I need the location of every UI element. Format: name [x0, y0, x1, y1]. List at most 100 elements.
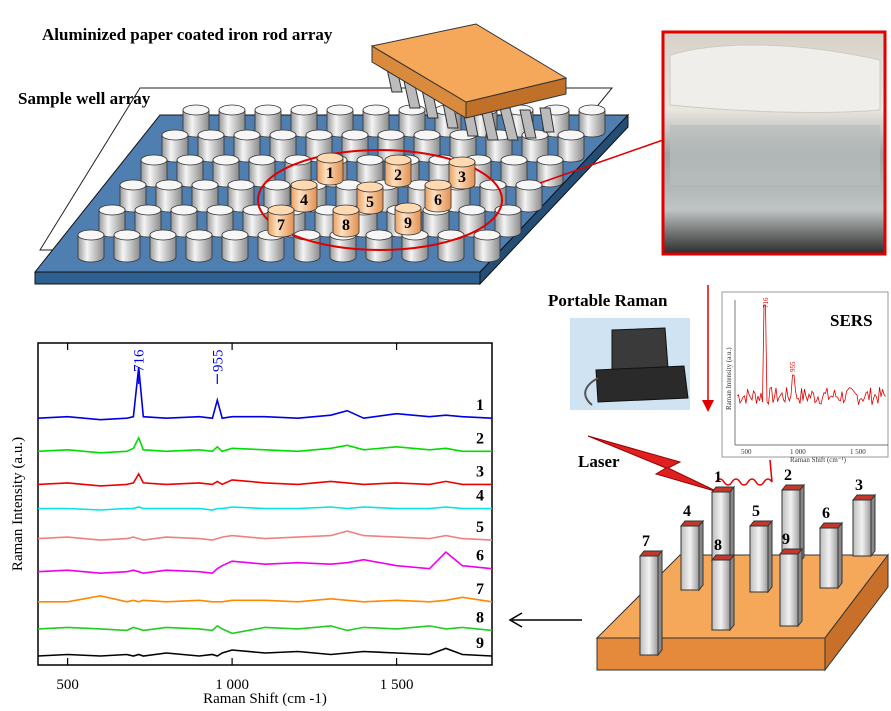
well-top: [186, 230, 212, 240]
rod-number: 5: [752, 503, 760, 520]
rod-cap: [712, 487, 734, 492]
well-top: [219, 105, 245, 115]
well-top: [192, 180, 218, 190]
well-top: [385, 155, 411, 165]
rod-cap: [681, 521, 703, 526]
rod: [640, 556, 658, 655]
well-top: [306, 130, 332, 140]
annotation: 955: [210, 350, 226, 373]
plot-frame: [38, 343, 492, 665]
well-top: [333, 205, 359, 215]
series-label: 9: [476, 635, 484, 652]
well-top: [228, 180, 254, 190]
series-label: 2: [476, 430, 484, 447]
inset-x-tick: 1 500: [850, 448, 866, 456]
plate-front: [35, 272, 480, 284]
well-top: [171, 205, 197, 215]
rod: [712, 560, 730, 630]
well-top: [291, 105, 317, 115]
well-top: [156, 180, 182, 190]
well-array-label: Sample well array: [18, 89, 151, 108]
series-label: 5: [476, 519, 484, 536]
device-screen: [612, 328, 668, 370]
well-top: [357, 155, 383, 165]
well-top: [243, 205, 269, 215]
rod-cap: [780, 549, 802, 554]
rod: [681, 526, 699, 590]
well-top: [414, 130, 440, 140]
series-label: 1: [476, 397, 484, 414]
well-top: [425, 180, 451, 190]
well-number: 5: [366, 194, 374, 211]
rod-side: [798, 549, 802, 626]
well-top: [207, 205, 233, 215]
series-label: 4: [476, 488, 484, 505]
rod-side: [730, 555, 734, 630]
well-top: [150, 230, 176, 240]
well-top: [234, 130, 260, 140]
x-axis-label: Raman Shift (cm -1): [203, 691, 327, 707]
well-top: [177, 155, 203, 165]
series-label: 3: [476, 463, 484, 480]
well-top: [366, 230, 392, 240]
well-top: [141, 155, 167, 165]
inset-y-label: Raman Intensity (a.u.): [725, 347, 733, 410]
rod-side: [871, 495, 875, 556]
inset-x-label: Raman Shift (cm⁻¹): [790, 456, 847, 464]
well-top: [249, 155, 275, 165]
well-top: [317, 153, 343, 163]
well-number: 6: [434, 192, 442, 209]
series-label: 6: [476, 548, 484, 565]
well-number: 9: [404, 215, 412, 232]
well-number: 7: [277, 217, 285, 234]
well-top: [501, 155, 527, 165]
inset-x-tick: 1 000: [790, 448, 806, 456]
well-top: [363, 105, 389, 115]
well-top: [99, 205, 125, 215]
well-top: [183, 105, 209, 115]
series-label: 8: [476, 609, 484, 626]
sers-label: SERS: [830, 311, 873, 330]
photo-plate: [670, 125, 880, 185]
well-top: [459, 205, 485, 215]
well-top: [198, 130, 224, 140]
rod: [820, 528, 838, 588]
well-top: [327, 105, 353, 115]
well-top: [222, 230, 248, 240]
device-case: [596, 366, 688, 402]
arrow-head: [702, 400, 714, 412]
rod-side: [768, 521, 772, 592]
well-top: [342, 130, 368, 140]
rod-array-label: Aluminized paper coated iron rod array: [42, 25, 333, 44]
x-tick-label: 1 500: [380, 677, 414, 693]
rod-cap: [820, 523, 842, 528]
well-top: [114, 230, 140, 240]
annotation: 716: [132, 349, 148, 372]
rod-number: 9: [782, 531, 790, 548]
series-label: 7: [476, 581, 484, 598]
well-top: [135, 205, 161, 215]
well-top: [474, 230, 500, 240]
rod-cap: [712, 555, 734, 560]
rod: [853, 500, 871, 556]
rod-cap: [750, 521, 772, 526]
rod-side: [699, 521, 703, 590]
well-top: [213, 155, 239, 165]
signal-wave: [716, 460, 772, 485]
well-number: 4: [300, 192, 308, 209]
well-top: [268, 205, 294, 215]
well-number: 3: [458, 169, 466, 186]
inset-x-tick: 500: [741, 448, 752, 456]
well-top: [270, 130, 296, 140]
inset-peak: 955: [789, 361, 797, 372]
y-axis-label: Raman Intensity (a.u.): [10, 437, 26, 571]
well-top: [537, 155, 563, 165]
rod-base-front: [597, 638, 825, 670]
rod-side: [838, 523, 842, 588]
well-top: [162, 130, 188, 140]
rod-cap: [782, 485, 804, 490]
x-tick-label: 500: [56, 677, 79, 693]
well-top: [378, 130, 404, 140]
well-top: [395, 203, 421, 213]
rod-cap: [640, 551, 662, 556]
